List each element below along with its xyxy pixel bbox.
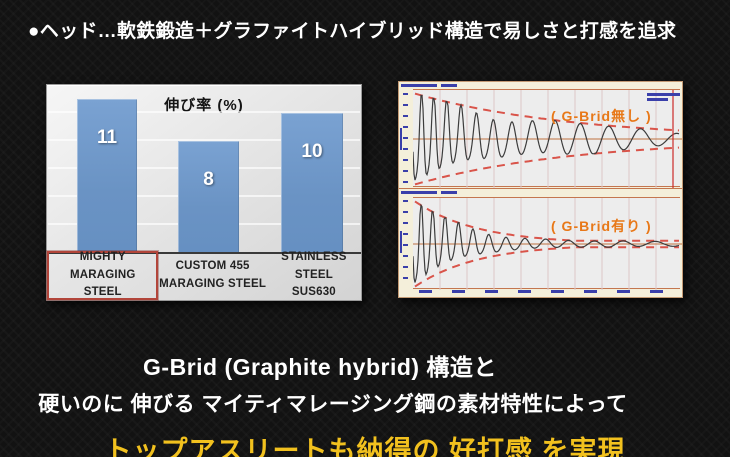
footer-line-2: 硬いのに 伸びる マイティマレージング鋼の素材特性によって — [38, 393, 628, 416]
tiny-text-mark — [403, 159, 408, 161]
tiny-text-mark — [518, 290, 531, 293]
category-label-custom-455: CUSTOM 455 MARAGING STEEL — [158, 251, 266, 300]
footer-copy: G-Brid (Graphite hybrid) 構造と 硬いのに 伸びる マイ… — [0, 348, 730, 457]
category-label-mighty-maraging-steel: MIGHTY MARAGING STEEL — [47, 250, 159, 300]
waveform-plot-area: ( G-Brid有り ) — [413, 197, 682, 290]
bar-value-label: 8 — [203, 169, 214, 190]
tiny-text-mark — [400, 231, 402, 253]
tiny-text-mark — [403, 148, 408, 150]
x-axis-tick-strip — [413, 287, 680, 296]
bar-mighty-maraging-steel: 11 — [77, 99, 137, 253]
bar-value-label: 10 — [301, 141, 323, 162]
waveform-svg — [413, 198, 682, 290]
tiny-text-mark — [441, 84, 457, 87]
tiny-text-mark — [403, 104, 408, 106]
category-line: STEEL — [83, 286, 122, 299]
y-axis-tick-strip — [399, 89, 413, 188]
tiny-text-mark — [403, 211, 408, 213]
tiny-text-mark — [401, 191, 437, 194]
tiny-text-mark — [452, 290, 465, 293]
footer-highlight-line: トップアスリートも納得の 好打感 を実現 — [104, 436, 626, 457]
category-line: STAINLESS STEEL — [281, 250, 347, 281]
bar-custom-455-maraging-steel: 8 — [178, 141, 239, 253]
footer-line-1: G-Brid (Graphite hybrid) 構造と — [143, 354, 497, 380]
tiny-text-mark — [403, 233, 408, 235]
chart-header-strip — [399, 82, 682, 89]
waveform-label: ( G-Brid有り ) — [551, 218, 652, 234]
tiny-text-mark — [650, 290, 663, 293]
bar-chart-plot: 11 8 10 — [47, 85, 361, 254]
tiny-text-mark — [419, 290, 432, 293]
tiny-text-mark — [403, 115, 408, 117]
tiny-text-mark — [485, 290, 498, 293]
tiny-text-mark — [403, 126, 408, 128]
category-line: MIGHTY MARAGING — [69, 250, 136, 281]
waveform-label: ( G-Brid無し ) — [551, 108, 652, 124]
tiny-text-mark — [403, 277, 408, 279]
tiny-text-mark — [403, 93, 408, 95]
tiny-text-mark — [617, 290, 630, 293]
tiny-text-mark — [403, 244, 408, 246]
tiny-text-mark — [403, 200, 408, 202]
x-axis-line — [47, 252, 361, 254]
tiny-text-mark — [584, 290, 597, 293]
vibration-charts-panel: ( G-Brid無し ) ( G-Brid有り ) — [398, 81, 683, 298]
tiny-text-mark — [551, 290, 564, 293]
tiny-text-mark — [403, 222, 408, 224]
header-text: ●ヘッド…軟鉄鍛造＋グラファイトハイブリッド構造で易しさと打感を追求 — [28, 21, 677, 42]
bar-chart-panel: 伸び率 (%) 11 8 10 MIGHTY MARAGING STEEL CU… — [46, 84, 362, 301]
bar-value-label: 11 — [96, 127, 118, 148]
waveform-plot-area: ( G-Brid無し ) — [413, 89, 682, 188]
tiny-text-mark — [403, 181, 408, 183]
tiny-text-mark — [400, 128, 402, 150]
tiny-text-mark — [403, 255, 408, 257]
gridline — [48, 111, 360, 113]
y-axis-tick-strip — [399, 196, 413, 288]
waveform-svg — [413, 90, 682, 188]
tiny-text-mark — [401, 84, 437, 87]
gridline — [48, 139, 360, 141]
chart-header-strip — [399, 189, 682, 196]
tiny-text-mark — [647, 93, 680, 96]
tiny-text-mark — [403, 266, 408, 268]
category-line: SUS630 — [291, 286, 336, 299]
tiny-text-mark — [403, 137, 408, 139]
waveform-chart-with-gbrid: ( G-Brid有り ) — [399, 188, 682, 290]
category-label-sus630: STAINLESS STEEL SUS630 — [267, 251, 361, 300]
category-label-row: MIGHTY MARAGING STEEL CUSTOM 455 MARAGIN… — [47, 251, 361, 300]
tiny-text-mark — [647, 98, 668, 101]
category-line: MARAGING STEEL — [159, 277, 267, 290]
bar-stainless-steel-sus630: 10 — [281, 113, 343, 253]
category-line: CUSTOM 455 — [175, 259, 250, 272]
tiny-text-mark — [403, 170, 408, 172]
tiny-text-mark — [441, 191, 457, 194]
bar-chart-title: 伸び率 (%) — [164, 97, 244, 114]
waveform-chart-without-gbrid: ( G-Brid無し ) — [399, 82, 682, 188]
